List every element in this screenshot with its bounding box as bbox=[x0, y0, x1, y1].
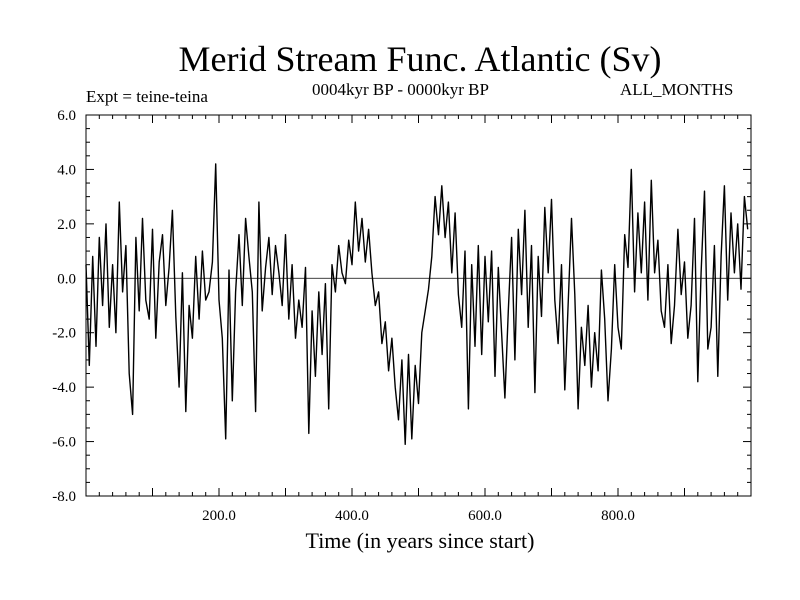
x-axis-label: Time (in years since start) bbox=[305, 528, 535, 553]
y-tick-label: 0.0 bbox=[57, 271, 76, 287]
y-tick-label: 2.0 bbox=[57, 217, 76, 233]
x-tick-label: 800.0 bbox=[601, 508, 635, 524]
chart-title: Merid Stream Func. Atlantic (Sv) bbox=[178, 39, 662, 79]
y-tick-label: 4.0 bbox=[57, 162, 76, 178]
plot-frame bbox=[85, 114, 752, 497]
x-tick-label: 600.0 bbox=[468, 508, 502, 524]
x-tick-label: 400.0 bbox=[335, 508, 369, 524]
months-label: ALL_MONTHS bbox=[620, 80, 734, 99]
x-tick-label: 200.0 bbox=[202, 508, 236, 524]
y-tick-label: -4.0 bbox=[52, 380, 76, 396]
experiment-label: Expt = teine-teina bbox=[86, 87, 208, 106]
y-tick-label: -2.0 bbox=[52, 326, 76, 342]
series-line bbox=[85, 163, 749, 445]
y-tick-label: -6.0 bbox=[52, 435, 76, 451]
y-tick-label: 6.0 bbox=[57, 108, 76, 124]
series-layer bbox=[85, 163, 749, 445]
ticks-layer: 200.0 400.0 600.0 800.0 -8.0 -6.0 -4.0 -2.0 0.0 2… bbox=[52, 108, 752, 524]
period-label: 0004kyr BP - 0000kyr BP bbox=[312, 80, 489, 99]
y-tick-label: -8.0 bbox=[52, 489, 76, 505]
